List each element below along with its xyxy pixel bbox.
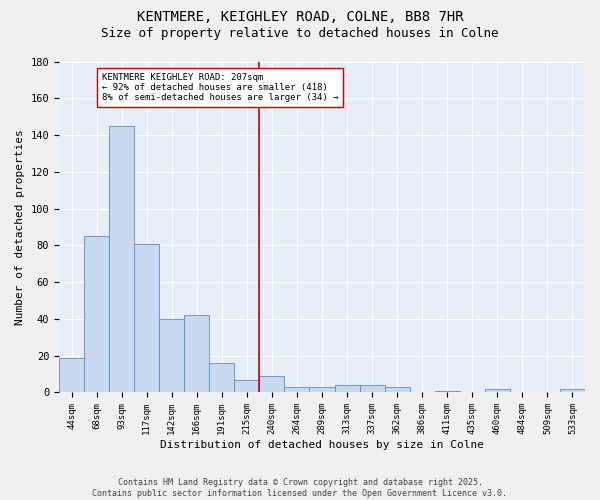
Bar: [235, 380, 259, 392]
Text: Size of property relative to detached houses in Colne: Size of property relative to detached ho…: [101, 28, 499, 40]
Bar: [259, 376, 284, 392]
Bar: [159, 319, 184, 392]
Bar: [435, 390, 460, 392]
Bar: [485, 389, 510, 392]
Bar: [184, 315, 209, 392]
Bar: [284, 387, 310, 392]
Bar: [84, 236, 109, 392]
Y-axis label: Number of detached properties: Number of detached properties: [15, 129, 25, 325]
Text: KENTMERE, KEIGHLEY ROAD, COLNE, BB8 7HR: KENTMERE, KEIGHLEY ROAD, COLNE, BB8 7HR: [137, 10, 463, 24]
Bar: [359, 385, 385, 392]
X-axis label: Distribution of detached houses by size in Colne: Distribution of detached houses by size …: [160, 440, 484, 450]
Bar: [109, 126, 134, 392]
Bar: [134, 244, 159, 392]
Bar: [560, 389, 585, 392]
Bar: [335, 385, 359, 392]
Bar: [59, 358, 84, 392]
Bar: [209, 363, 235, 392]
Text: KENTMERE KEIGHLEY ROAD: 207sqm
← 92% of detached houses are smaller (418)
8% of : KENTMERE KEIGHLEY ROAD: 207sqm ← 92% of …: [101, 72, 338, 102]
Bar: [310, 387, 335, 392]
Text: Contains HM Land Registry data © Crown copyright and database right 2025.
Contai: Contains HM Land Registry data © Crown c…: [92, 478, 508, 498]
Bar: [385, 387, 410, 392]
